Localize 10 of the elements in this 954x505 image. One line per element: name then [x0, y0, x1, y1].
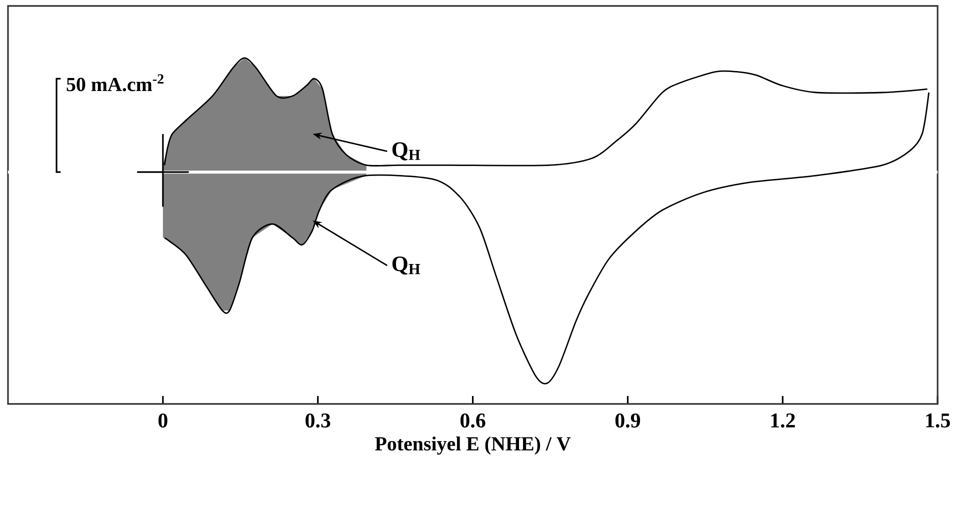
x-tick-label: 0.3 [306, 414, 330, 428]
x-tick-label: 1.5 [926, 414, 950, 428]
annotation: 50 mA.cm$^{-2}$ [66, 74, 164, 92]
annotation: Q$_{H}$ [392, 256, 420, 275]
annotation: Q$_{H}$ [392, 142, 420, 161]
x-tick-label: 0 [158, 414, 168, 428]
x-axis-title: Potensiyel E (NHE) / V [375, 436, 571, 455]
x-tick-label: 0.9 [615, 414, 640, 428]
x-tick-label: 1.2 [771, 414, 795, 428]
x-tick-label: 0.6 [460, 414, 486, 428]
